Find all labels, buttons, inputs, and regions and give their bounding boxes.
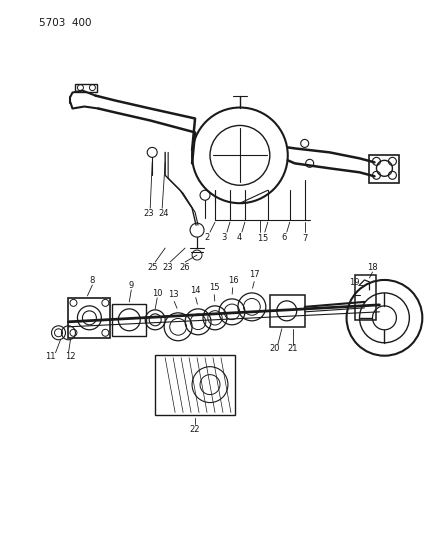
Text: 7: 7	[302, 233, 307, 243]
Text: 15: 15	[209, 284, 219, 293]
Bar	[68, 298, 110, 338]
Text: 21: 21	[288, 344, 298, 353]
Text: 16: 16	[228, 277, 238, 286]
Text: 4: 4	[236, 232, 241, 241]
Text: 25: 25	[147, 263, 158, 272]
Text: 17: 17	[250, 270, 260, 279]
Text: 22: 22	[190, 425, 200, 434]
Text: 1: 1	[257, 233, 262, 243]
Text: 3: 3	[221, 232, 227, 241]
Text: 23: 23	[143, 209, 154, 217]
Text: 24: 24	[158, 209, 168, 217]
Text: 18: 18	[367, 263, 378, 272]
Text: 2: 2	[205, 232, 210, 241]
Text: 13: 13	[168, 290, 178, 300]
Text: 11: 11	[45, 352, 56, 361]
Text: 8: 8	[90, 277, 95, 286]
Text: 10: 10	[152, 289, 163, 298]
Text: 26: 26	[180, 263, 190, 272]
Text: 5703  400: 5703 400	[39, 18, 91, 28]
Text: 6: 6	[281, 232, 286, 241]
Text: 12: 12	[65, 352, 76, 361]
Bar	[270, 295, 305, 327]
Text: 9: 9	[129, 281, 134, 290]
Bar	[155, 355, 235, 415]
Bar	[112, 304, 146, 336]
Text: 5: 5	[262, 233, 268, 243]
Bar	[369, 155, 399, 183]
Bar	[354, 275, 377, 320]
Text: 23: 23	[163, 263, 173, 272]
Text: 20: 20	[270, 344, 280, 353]
Text: 19: 19	[349, 278, 360, 287]
Text: 14: 14	[190, 286, 200, 295]
Bar	[75, 84, 98, 92]
